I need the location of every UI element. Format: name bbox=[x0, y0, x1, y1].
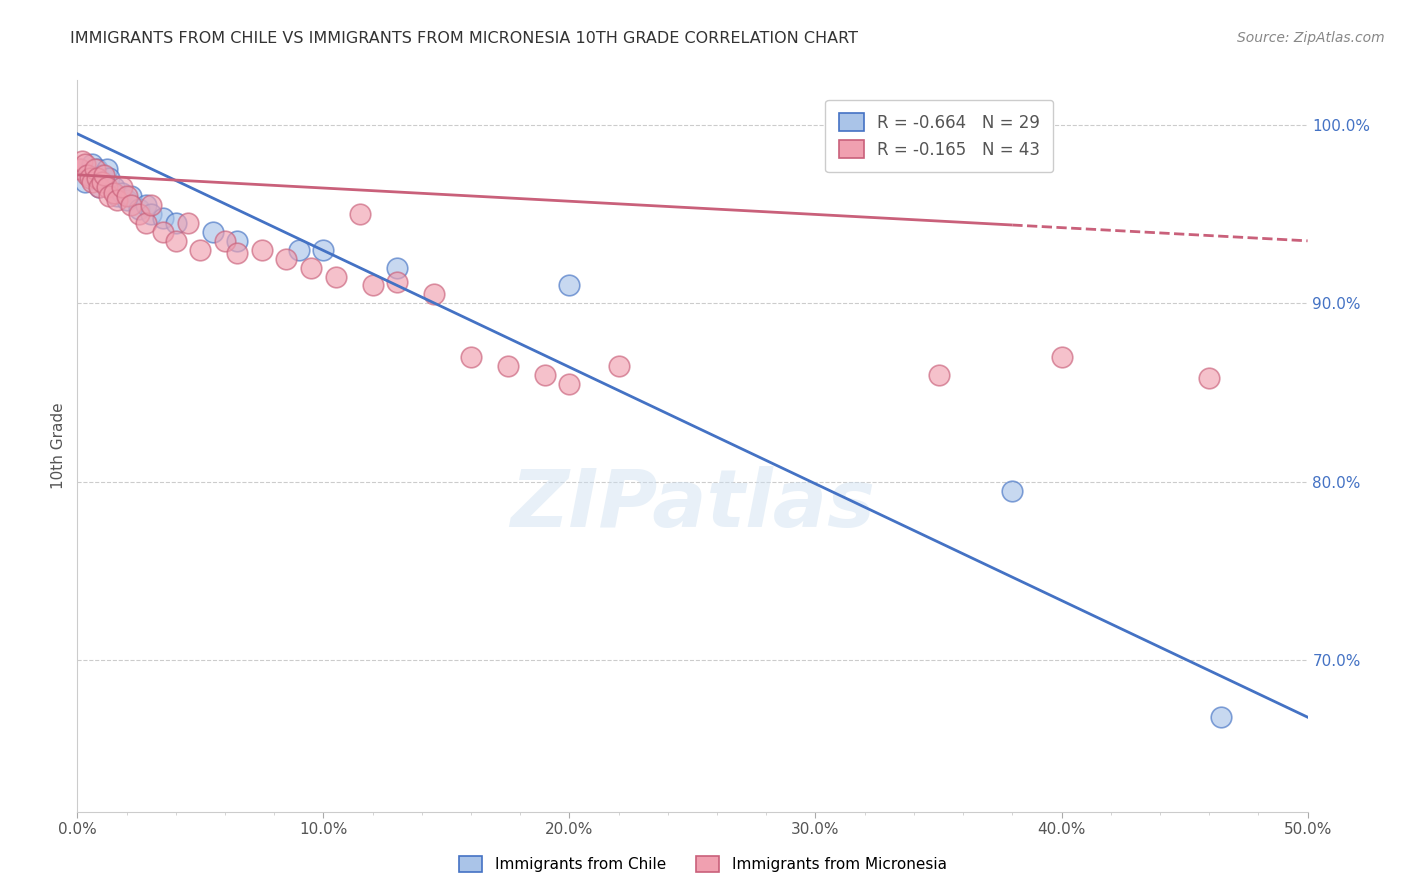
Point bbox=[89, 180, 111, 194]
Point bbox=[73, 157, 96, 171]
Point bbox=[121, 189, 143, 203]
Point bbox=[152, 211, 174, 225]
Point bbox=[423, 287, 446, 301]
Point bbox=[276, 252, 298, 266]
Point bbox=[141, 207, 163, 221]
Point bbox=[115, 193, 138, 207]
Point bbox=[349, 207, 371, 221]
Point bbox=[79, 168, 101, 182]
Point bbox=[115, 189, 138, 203]
Point bbox=[201, 225, 224, 239]
Point bbox=[361, 278, 384, 293]
Point bbox=[90, 168, 114, 182]
Point bbox=[103, 180, 125, 194]
Point bbox=[103, 186, 125, 200]
Point bbox=[128, 207, 150, 221]
Y-axis label: 10th Grade: 10th Grade bbox=[51, 402, 66, 490]
Point bbox=[89, 180, 111, 194]
Point bbox=[121, 198, 143, 212]
Point bbox=[177, 216, 200, 230]
Point bbox=[226, 246, 249, 260]
Point bbox=[534, 368, 557, 382]
Point bbox=[135, 198, 157, 212]
Point bbox=[141, 198, 163, 212]
Point bbox=[76, 168, 98, 182]
Point bbox=[70, 153, 93, 168]
Point bbox=[83, 171, 105, 186]
Text: IMMIGRANTS FROM CHILE VS IMMIGRANTS FROM MICRONESIA 10TH GRADE CORRELATION CHART: IMMIGRANTS FROM CHILE VS IMMIGRANTS FROM… bbox=[70, 31, 858, 46]
Legend: R = -0.664   N = 29, R = -0.165   N = 43: R = -0.664 N = 29, R = -0.165 N = 43 bbox=[825, 100, 1053, 172]
Point bbox=[1211, 710, 1233, 724]
Point bbox=[93, 168, 115, 182]
Point bbox=[69, 162, 91, 177]
Point bbox=[288, 243, 311, 257]
Point bbox=[558, 376, 581, 391]
Point bbox=[385, 260, 409, 275]
Point bbox=[325, 269, 347, 284]
Point bbox=[385, 275, 409, 289]
Point bbox=[96, 180, 118, 194]
Point bbox=[111, 186, 132, 200]
Point bbox=[165, 216, 187, 230]
Point bbox=[165, 234, 187, 248]
Point bbox=[152, 225, 174, 239]
Point bbox=[96, 162, 118, 177]
Text: ZIPatlas: ZIPatlas bbox=[510, 466, 875, 543]
Point bbox=[250, 243, 273, 257]
Point bbox=[1198, 371, 1220, 385]
Point bbox=[69, 162, 91, 177]
Point bbox=[188, 243, 212, 257]
Point bbox=[135, 216, 157, 230]
Point bbox=[90, 175, 114, 189]
Point bbox=[607, 359, 630, 373]
Point bbox=[86, 162, 108, 177]
Point bbox=[93, 175, 115, 189]
Point bbox=[496, 359, 519, 373]
Point bbox=[226, 234, 249, 248]
Point bbox=[558, 278, 581, 293]
Point bbox=[79, 171, 101, 186]
Point bbox=[105, 193, 128, 207]
Point bbox=[111, 180, 132, 194]
Point bbox=[214, 234, 236, 248]
Legend: Immigrants from Chile, Immigrants from Micronesia: Immigrants from Chile, Immigrants from M… bbox=[451, 848, 955, 880]
Point bbox=[98, 189, 121, 203]
Point bbox=[312, 243, 335, 257]
Point bbox=[83, 162, 105, 177]
Point bbox=[128, 202, 150, 216]
Text: Source: ZipAtlas.com: Source: ZipAtlas.com bbox=[1237, 31, 1385, 45]
Point bbox=[82, 157, 104, 171]
Point bbox=[1001, 483, 1024, 498]
Point bbox=[299, 260, 322, 275]
Point bbox=[460, 350, 482, 364]
Point bbox=[1050, 350, 1073, 364]
Point bbox=[105, 189, 128, 203]
Point bbox=[928, 368, 950, 382]
Point bbox=[73, 175, 96, 189]
Point bbox=[98, 171, 121, 186]
Point bbox=[82, 175, 104, 189]
Point bbox=[86, 171, 108, 186]
